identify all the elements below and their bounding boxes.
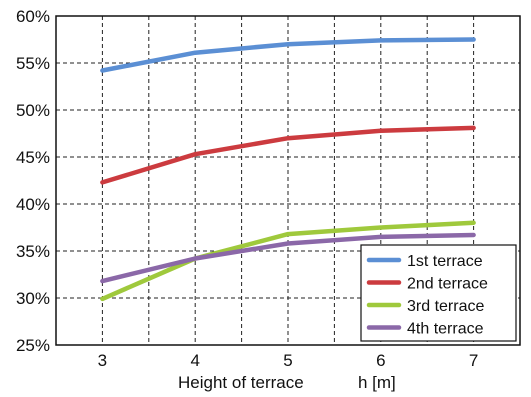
series-layer bbox=[100, 37, 476, 302]
legend: 1st terrace 2nd terrace 3rd terrace 4th ter… bbox=[360, 244, 517, 342]
y-tick-label: 30% bbox=[16, 289, 50, 308]
series-line-3 bbox=[100, 220, 476, 302]
x-tick-label: 6 bbox=[376, 351, 385, 370]
y-tick-label: 40% bbox=[16, 195, 50, 214]
y-axis-ticks: 25% 30% 35% 40% 45% 50% 55% 60% bbox=[16, 7, 50, 355]
series-line-2 bbox=[100, 125, 476, 185]
x-tick-label: 4 bbox=[190, 351, 199, 370]
x-tick-label: 5 bbox=[283, 351, 292, 370]
x-tick-label: 7 bbox=[469, 351, 478, 370]
x-axis-ticks: 3 4 5 6 7 bbox=[98, 351, 479, 370]
y-tick-label: 55% bbox=[16, 54, 50, 73]
legend-label: 1st terrace bbox=[407, 253, 483, 270]
legend-label: 2nd terrace bbox=[407, 276, 488, 293]
y-tick-label: 35% bbox=[16, 242, 50, 261]
y-tick-label: 25% bbox=[16, 336, 50, 355]
legend-label: 3rd terrace bbox=[407, 298, 484, 315]
series-line-4 bbox=[100, 232, 476, 284]
x-tick-label: 3 bbox=[98, 351, 107, 370]
y-tick-label: 60% bbox=[16, 7, 50, 26]
legend-label: 4th terrace bbox=[407, 321, 484, 338]
y-tick-label: 50% bbox=[16, 101, 50, 120]
x-axis-unit-label: h [m] bbox=[358, 373, 396, 392]
plot-area-frame bbox=[55, 15, 521, 346]
y-tick-label: 45% bbox=[16, 148, 50, 167]
series-line-1 bbox=[100, 37, 476, 73]
x-axis-label: Height of terrace bbox=[178, 373, 304, 392]
